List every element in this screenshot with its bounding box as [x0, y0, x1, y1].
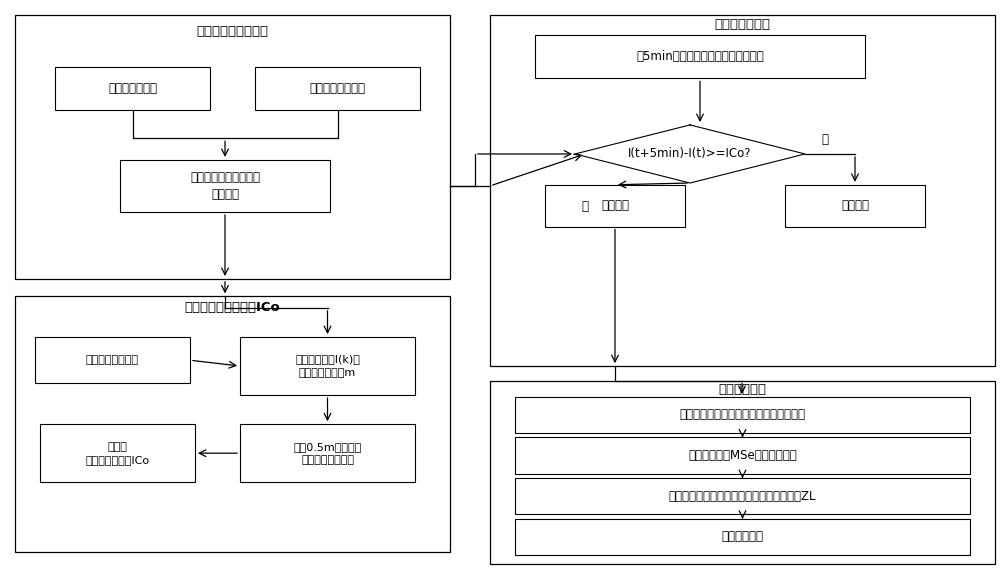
- Text: 数据丢弃: 数据丢弃: [841, 199, 869, 212]
- Text: 数据冻结: 数据冻结: [601, 199, 629, 212]
- Bar: [15, 296, 450, 552]
- Bar: [120, 160, 330, 212]
- Bar: [535, 35, 865, 78]
- Bar: [240, 424, 415, 482]
- Text: 回路阻抗计算: 回路阻抗计算: [718, 383, 766, 396]
- Bar: [490, 15, 995, 366]
- Bar: [545, 185, 685, 227]
- Text: I(t+5min)-I(t)>=ICo?: I(t+5min)-I(t)>=ICo?: [628, 148, 752, 160]
- Text: 居民用户峰平时段: 居民用户峰平时段: [310, 82, 366, 95]
- Bar: [490, 381, 995, 564]
- Text: 大用户峰平时段: 大用户峰平时段: [108, 82, 157, 95]
- Text: 确定为
电流阶跃对比值ICo: 确定为 电流阶跃对比值ICo: [85, 442, 150, 465]
- Text: 寻找0.5m个时间序
列对应的阶跃量值: 寻找0.5m个时间序 列对应的阶跃量值: [293, 442, 362, 465]
- Bar: [785, 185, 925, 227]
- Text: 否: 否: [822, 133, 828, 146]
- Bar: [240, 337, 415, 395]
- Text: 样本数据的采集: 样本数据的采集: [714, 18, 770, 31]
- Text: 是: 是: [582, 200, 588, 213]
- Bar: [515, 437, 970, 474]
- Bar: [40, 424, 195, 482]
- Text: 回归系数的值，估算出该用户的回路阻抗值ZL: 回归系数的值，估算出该用户的回路阻抗值ZL: [669, 490, 816, 503]
- Text: 电流阶跃序列I(k)提
取，阶跃数量为m: 电流阶跃序列I(k)提 取，阶跃数量为m: [295, 354, 360, 378]
- Bar: [15, 15, 450, 279]
- Text: 置信水平检测: 置信水平检测: [722, 530, 764, 543]
- Bar: [35, 337, 190, 383]
- Bar: [515, 478, 970, 514]
- Polygon shape: [575, 125, 805, 183]
- Text: 获取一天的样本数据、一元线性回归分析: 获取一天的样本数据、一元线性回归分析: [680, 408, 806, 421]
- Text: 以剩余均方差MSe检测拟合效果: 以剩余均方差MSe检测拟合效果: [688, 449, 797, 462]
- Text: 取两种用户峰平时段的
交集时段: 取两种用户峰平时段的 交集时段: [190, 171, 260, 201]
- Text: 用户历史负荷曲线: 用户历史负荷曲线: [86, 355, 139, 365]
- Text: 以5min为间隔，采集电压、电流数据: 以5min为间隔，采集电压、电流数据: [636, 50, 764, 63]
- Bar: [515, 397, 970, 433]
- Bar: [55, 67, 210, 110]
- Bar: [515, 519, 970, 555]
- Bar: [255, 67, 420, 110]
- Text: 数据采集时段的确定: 数据采集时段的确定: [196, 26, 268, 38]
- Text: 确定电流阶跃对比值ICo: 确定电流阶跃对比值ICo: [184, 302, 280, 314]
